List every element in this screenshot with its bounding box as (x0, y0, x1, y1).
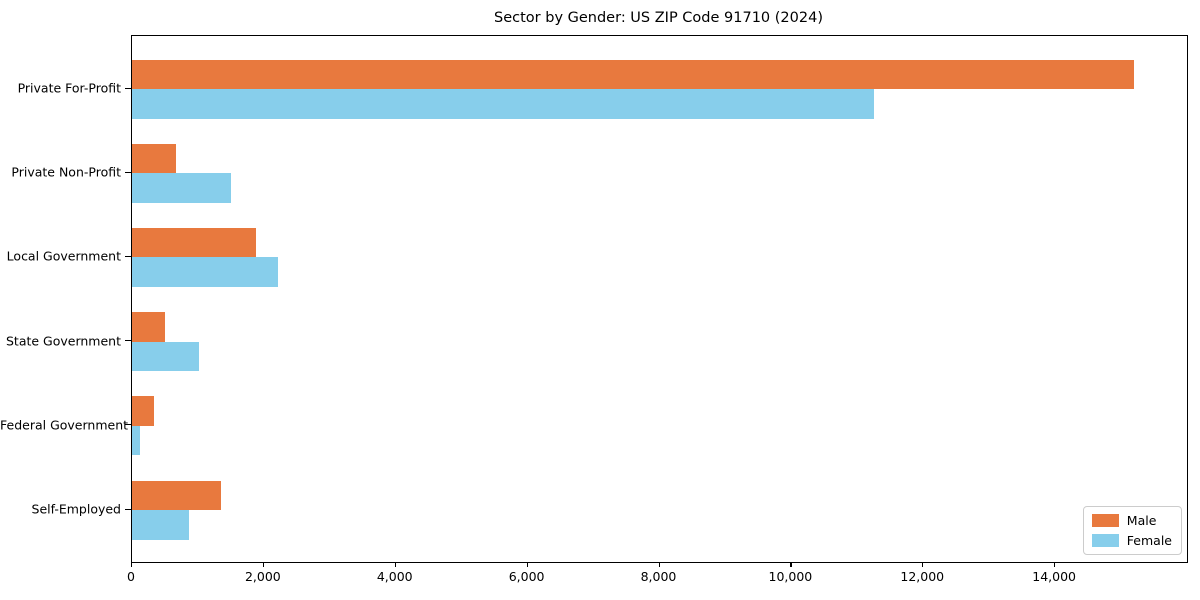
female-swatch (1091, 534, 1119, 547)
legend-item-male: Male (1091, 513, 1172, 528)
x-tick-label-2: 4,000 (376, 569, 413, 584)
y-tick-mark-2 (125, 255, 131, 258)
plot-area: Male Female (131, 35, 1188, 563)
x-tick-label-3: 6,000 (508, 569, 545, 584)
bar-female-0 (132, 89, 874, 119)
x-tick-mark-1 (262, 562, 265, 567)
legend-label-male: Male (1126, 513, 1157, 528)
y-tick-mark-5 (125, 508, 131, 510)
x-tick-mark-2 (394, 562, 396, 567)
legend-label-female: Female (1126, 533, 1172, 548)
bar-female-1 (132, 173, 231, 203)
y-tick-label-4: Federal Government (0, 417, 129, 433)
bar-female-3 (132, 341, 199, 372)
x-tick-label-5: 10,000 (768, 569, 813, 584)
x-tick-mark-3 (526, 562, 528, 567)
bar-male-3 (132, 312, 165, 342)
legend-item-female: Female (1091, 533, 1172, 548)
x-tick-label-1: 2,000 (244, 569, 281, 584)
y-tick-label-5: Self-Employed (31, 501, 121, 517)
legend: Male Female (1082, 506, 1182, 555)
bar-male-5 (132, 480, 222, 510)
y-tick-label-1: Private Non-Profit (11, 164, 121, 180)
male-swatch (1091, 514, 1119, 527)
y-tick-mark-4 (125, 424, 131, 426)
y-tick-label-3: State Government (5, 333, 121, 349)
y-tick-mark-3 (125, 340, 131, 342)
y-tick-label-2: Local Government (6, 248, 121, 264)
bar-male-1 (132, 143, 177, 174)
x-tick-mark-7 (1054, 562, 1056, 567)
x-tick-label-6: 12,000 (900, 569, 945, 584)
bar-male-2 (132, 227, 256, 258)
x-tick-label-7: 14,000 (1032, 569, 1076, 584)
x-tick-mark-6 (922, 562, 924, 567)
bar-male-0 (132, 59, 1135, 89)
chart-title: Sector by Gender: US ZIP Code 91710 (202… (494, 10, 823, 26)
bar-male-4 (132, 396, 154, 426)
x-tick-mark-5 (790, 562, 792, 567)
x-tick-label-4: 8,000 (640, 569, 677, 584)
bar-female-2 (132, 257, 278, 287)
y-tick-mark-0 (125, 87, 131, 89)
x-tick-mark-4 (658, 562, 660, 567)
y-tick-label-0: Private For-Profit (17, 80, 121, 96)
x-tick-label-0: 0 (127, 569, 135, 584)
y-tick-mark-1 (125, 171, 131, 173)
bar-female-4 (132, 425, 140, 456)
x-tick-mark-0 (131, 562, 133, 567)
bar-female-5 (132, 510, 190, 540)
